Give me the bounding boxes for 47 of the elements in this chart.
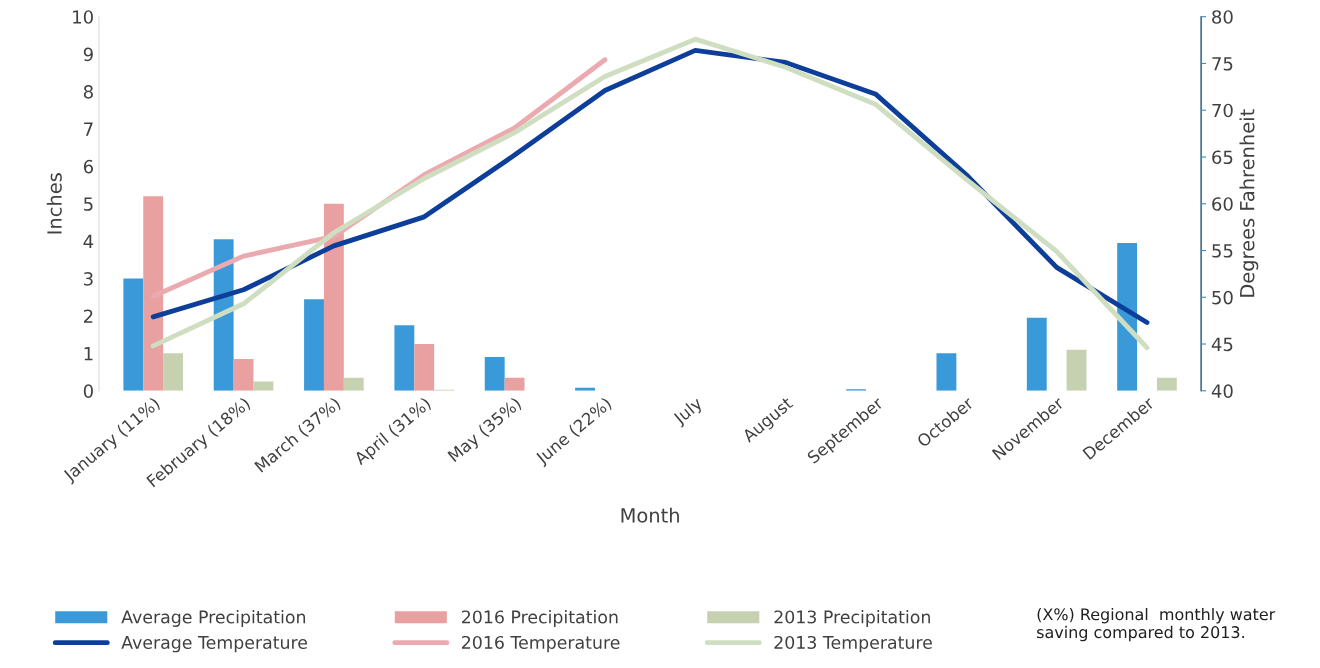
- bar: [123, 278, 144, 391]
- y2-tick-label: 75: [1212, 57, 1233, 71]
- y-tick-label: 3: [84, 272, 93, 286]
- legend-label: 2013 Precipitation: [774, 610, 930, 627]
- legend-label: Average Temperature: [121, 636, 308, 653]
- bar: [233, 358, 254, 391]
- bar: [484, 357, 505, 391]
- x-axis-title: Month: [621, 507, 679, 523]
- legend-label: 2013 Temperature: [774, 635, 932, 653]
- legend-label: 2016 Temperature: [462, 635, 620, 653]
- y2-tick-label: 55: [1212, 244, 1233, 258]
- y2-axis-title: Degrees Fahrenheit: [1239, 109, 1259, 297]
- bar: [504, 377, 525, 391]
- y-tick-label: 1: [84, 347, 93, 361]
- legend-label: Average Precipitation: [121, 610, 306, 627]
- bar: [323, 203, 344, 391]
- y-tick-label: 2: [83, 309, 93, 323]
- bar: [394, 325, 415, 391]
- y-tick-label: 8: [83, 84, 93, 99]
- y-tick-label: 6: [83, 159, 93, 174]
- y-tick-label: 5: [84, 197, 93, 211]
- text: (X%) Regional monthly water saving compared to 2013.: [1037, 607, 1276, 642]
- bar: [163, 353, 184, 391]
- y2-tick-label: 70: [1212, 103, 1233, 118]
- y-axis-title: Inches: [46, 173, 62, 234]
- bar: [1156, 377, 1177, 391]
- bar: [414, 344, 435, 391]
- y-tick-label: 10: [73, 10, 93, 24]
- bar: [253, 381, 274, 391]
- y2-tick-label: 65: [1212, 150, 1233, 165]
- bar: [1066, 349, 1087, 391]
- y-tick-label: 7: [84, 122, 93, 136]
- y2-tick-label: 80: [1212, 10, 1233, 24]
- y-tick-label: 9: [83, 47, 93, 62]
- bar: [936, 353, 957, 391]
- y-tick-label: 0: [83, 384, 93, 398]
- legend-label: 2016 Precipitation: [462, 610, 618, 627]
- bar: [343, 377, 364, 391]
- bar: [1026, 317, 1047, 391]
- y2-tick-label: 40: [1211, 384, 1233, 398]
- y2-tick-label: 50: [1212, 290, 1233, 305]
- y2-tick-label: 60: [1212, 197, 1233, 211]
- bar: [304, 299, 324, 391]
- y-tick-label: 4: [83, 234, 94, 249]
- bar: [1117, 243, 1138, 391]
- y2-tick-label: 45: [1211, 337, 1233, 352]
- bar: [143, 196, 164, 391]
